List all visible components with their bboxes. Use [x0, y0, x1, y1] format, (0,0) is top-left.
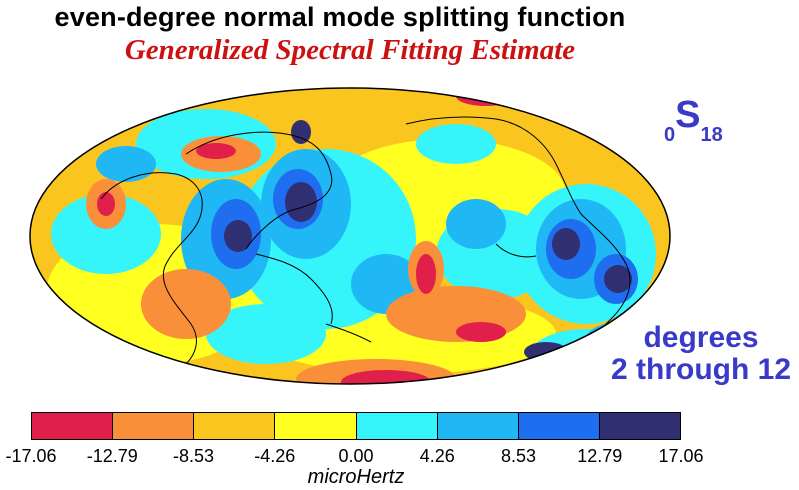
map-title: even-degree normal mode splitting functi…: [54, 2, 626, 32]
colorbar-segment: [437, 413, 519, 439]
mode-label: 0S18: [664, 94, 723, 146]
mollweide-map: [29, 87, 671, 385]
colorbar-segment: [275, 413, 357, 439]
colorbar-tick-label: 0.00: [338, 446, 374, 466]
colorbar-tick-label: 8.53: [500, 446, 537, 466]
colorbar-segment: [194, 413, 276, 439]
degrees-label: degrees 2 through 12: [611, 322, 791, 386]
map-subtitle: Generalized Spectral Fitting Estimate: [124, 34, 576, 66]
colorbar-tick-label: -8.53: [172, 446, 215, 466]
colorbar-tick-label: 17.06: [658, 446, 704, 466]
colorbar-unit: microHertz: [307, 466, 405, 488]
colorbar-tick-label: 12.79: [577, 446, 623, 466]
colorbar-ticks: -17.06 -12.79 -8.53 -4.26 0.00 4.26 8.53 12.79 1…: [0, 446, 799, 470]
degrees-label-line2: 2 through 12: [610, 353, 791, 386]
colorbar: [31, 412, 681, 440]
colorbar-segment: [113, 413, 195, 439]
colorbar-segment: [32, 413, 114, 439]
colorbar-tick-label: 4.26: [419, 446, 455, 466]
colorbar-tick-label: -4.26: [254, 446, 296, 466]
mode-label-main: S: [675, 94, 701, 136]
colorbar-tick-label: -17.06: [5, 446, 57, 466]
mode-label-subscript: 18: [700, 124, 723, 146]
map-border: [29, 87, 671, 385]
colorbar-segment: [599, 413, 680, 439]
mode-label-prefix: 0: [664, 124, 676, 146]
degrees-label-line1: degrees: [643, 321, 759, 354]
colorbar-tick-label: -12.79: [86, 446, 138, 466]
colorbar-segment: [356, 413, 438, 439]
splitting-field: [30, 88, 670, 384]
colorbar-segment: [518, 413, 600, 439]
